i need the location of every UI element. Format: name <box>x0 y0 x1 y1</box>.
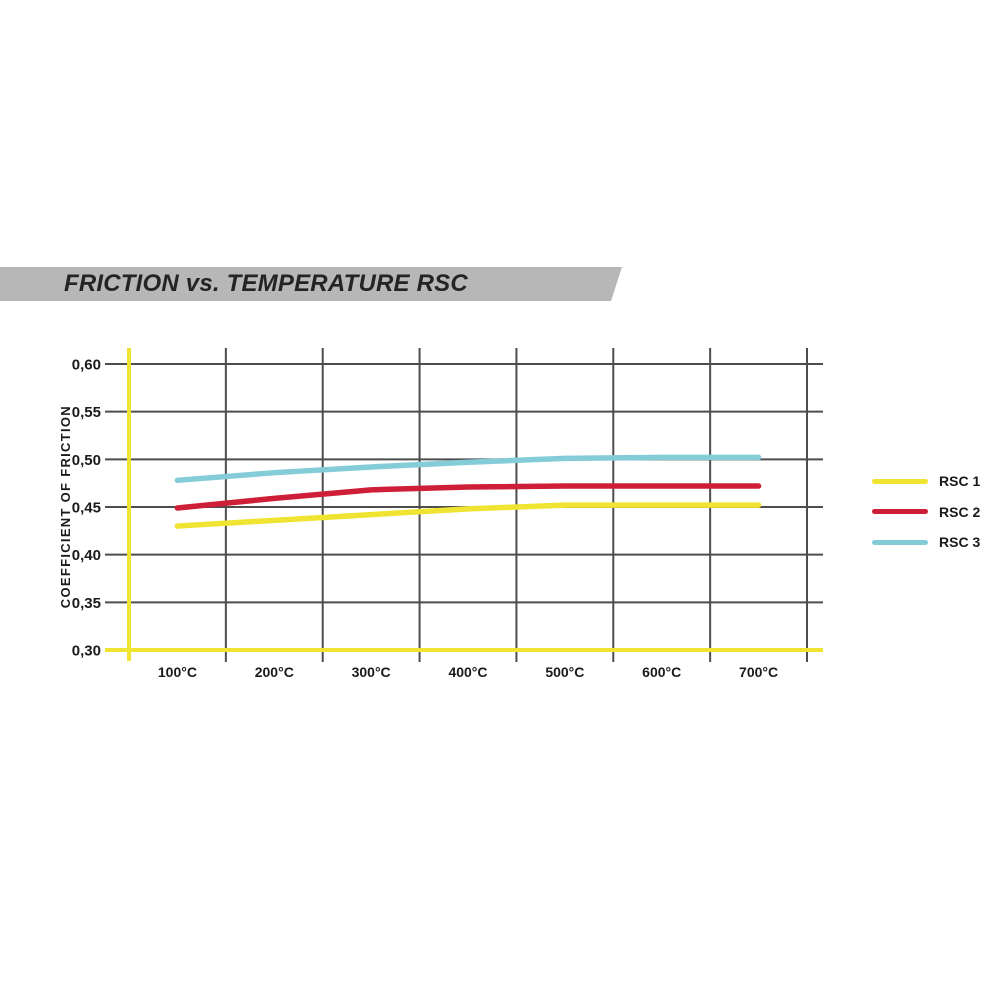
y-tick-label: 0,35 <box>72 595 101 612</box>
x-tick-label: 200°C <box>255 664 294 680</box>
y-tick-label: 0,60 <box>72 357 101 374</box>
x-tick-label: 100°C <box>158 664 197 680</box>
legend-item-rsc-1: RSC 1 <box>872 466 980 497</box>
series-line-rsc-2 <box>174 483 762 511</box>
legend-item-rsc-3: RSC 3 <box>872 527 980 558</box>
y-tick-label: 0,40 <box>72 547 101 564</box>
y-tick-label: 0,45 <box>72 500 101 517</box>
title-banner: FRICTION vs. TEMPERATURE RSC <box>0 267 622 301</box>
y-tick-label: 0,55 <box>72 404 101 421</box>
legend-swatch-rsc-2 <box>872 509 928 515</box>
legend-swatch-rsc-1 <box>872 478 928 484</box>
x-tick-label: 300°C <box>352 664 391 680</box>
x-tick-label: 400°C <box>448 664 487 680</box>
chart-title: FRICTION vs. TEMPERATURE RSC <box>64 270 468 297</box>
legend-label-rsc-1: RSC 1 <box>939 473 981 490</box>
series-line-rsc-3 <box>174 454 762 484</box>
legend-label-rsc-2: RSC 2 <box>939 503 981 520</box>
x-tick-label: 700°C <box>739 664 778 680</box>
legend-item-rsc-2: RSC 2 <box>872 497 980 528</box>
chart-legend: RSC 1 RSC 2 RSC 3 <box>872 466 980 558</box>
x-tick-label: 600°C <box>642 664 681 680</box>
legend-label-rsc-3: RSC 3 <box>939 534 981 551</box>
legend-swatch-rsc-3 <box>872 539 928 545</box>
y-tick-label: 0,50 <box>72 452 101 469</box>
x-tick-label: 500°C <box>545 664 584 680</box>
y-tick-label: 0,30 <box>72 643 101 660</box>
series-line-rsc-1 <box>174 502 762 529</box>
